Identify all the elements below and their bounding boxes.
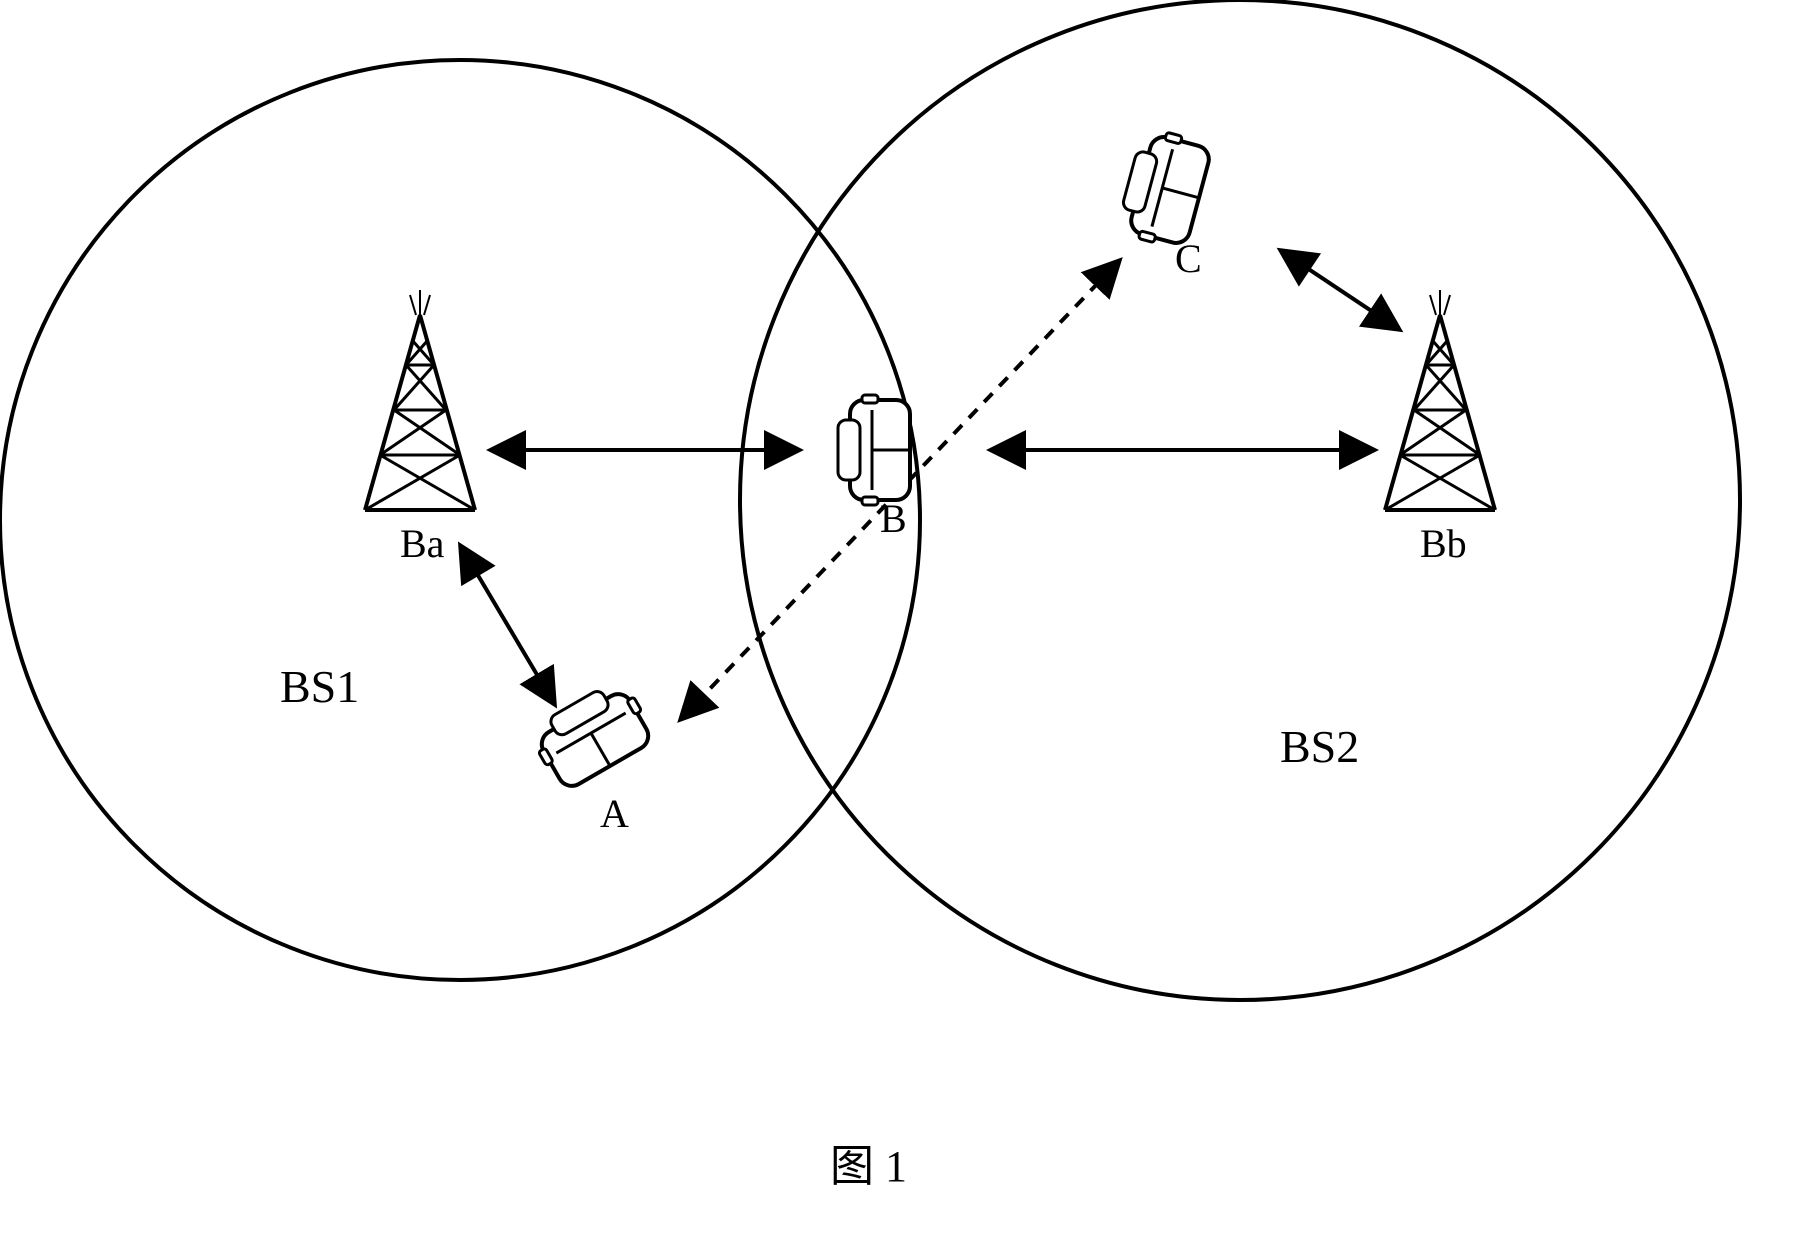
label-b: B: [880, 495, 907, 542]
vehicle-b-icon: [838, 395, 910, 505]
tower-bb-icon: [1385, 290, 1495, 510]
label-ba: Ba: [400, 520, 444, 567]
label-bs1: BS1: [280, 660, 359, 713]
vehicle-c-icon: [1115, 126, 1213, 251]
label-bb: Bb: [1420, 520, 1467, 567]
caption: 图 1: [830, 1130, 907, 1194]
tower-ba-icon: [365, 290, 475, 510]
diagram-canvas: BS1 BS2 Ba Bb A B C 图 1: [0, 0, 1795, 1238]
label-c: C: [1175, 235, 1202, 282]
edge-c-bb: [1280, 250, 1400, 330]
label-a: A: [600, 790, 629, 837]
cell-bs1: [0, 60, 920, 980]
diagram-svg: [0, 0, 1795, 1238]
label-bs2: BS2: [1280, 720, 1359, 773]
edge-ba-a: [460, 545, 555, 705]
